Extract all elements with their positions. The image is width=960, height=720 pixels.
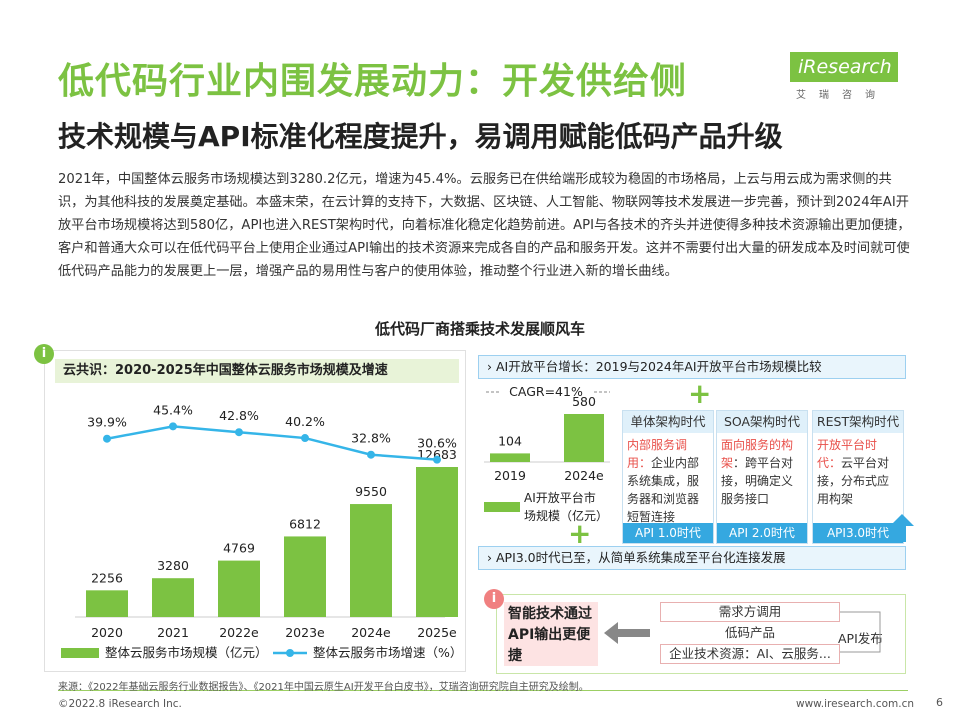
x-tick-label: 2021 xyxy=(157,625,189,640)
legend-line-label: 整体云服务市场增速（%） xyxy=(313,645,462,660)
legend-swatch xyxy=(484,502,520,512)
column-body: 开放平台时代：云平台对接，分布式应用构架 xyxy=(813,433,903,511)
legend-bar-label: 整体云服务市场规模（亿元） xyxy=(105,645,268,660)
logo-text: iResearch xyxy=(790,52,898,82)
column-head: REST架构时代 xyxy=(813,411,903,433)
cloud-market-panel: 云共识：2020-2025年中国整体云服务市场规模及增速 2256 2020 328… xyxy=(44,350,466,672)
legend-label: 场规模（亿元） xyxy=(524,508,608,523)
architecture-column: SOA架构时代 面向服务的构架：跨平台对接，明确定义服务接口 API 2.0时代 xyxy=(716,410,808,544)
bar-value-label: 104 xyxy=(498,433,522,448)
bar xyxy=(152,578,194,617)
column-foot: API 2.0时代 xyxy=(717,523,807,543)
section-title: 低代码厂商搭乘技术发展顺风车 xyxy=(374,320,585,338)
flow-resource: 企业技术资源：AI、云服务... xyxy=(660,644,840,664)
growth-label: 32.8% xyxy=(351,431,391,446)
info-icon: i xyxy=(484,589,504,609)
bar xyxy=(416,467,458,617)
column-highlight: 开放平台时代： xyxy=(817,438,878,470)
website: www.iresearch.com.cn xyxy=(796,698,915,710)
flow-demand: 需求方调用 xyxy=(660,602,840,622)
bar-value-label: 580 xyxy=(572,394,596,409)
growth-point xyxy=(103,434,111,443)
growth-point xyxy=(169,422,177,431)
bar xyxy=(284,536,326,617)
growth-label: 45.4% xyxy=(153,402,193,417)
page-title: 低代码行业内围发展动力：开发供给侧 xyxy=(58,61,688,102)
logo-sub: 艾瑞咨询 xyxy=(796,90,888,101)
flow-product: 低码产品 xyxy=(724,625,775,640)
x-tick-label: 2022e xyxy=(219,625,259,640)
cloud-market-chart: 2256 2020 3280 2021 4769 2022e 6812 2023e 9550 20… xyxy=(61,402,462,660)
x-tick-label: 2024e xyxy=(564,468,604,483)
api3-text: API3.0时代已至，从简单系统集成至平台化连接发展 xyxy=(495,550,786,565)
page-number: 6 xyxy=(936,696,943,709)
api3-bar: › API3.0时代已至，从简单系统集成至平台化连接发展 xyxy=(478,546,906,570)
cagr-label: CAGR=41% xyxy=(509,384,583,399)
bar-value-label: 4769 xyxy=(223,541,255,556)
bar-value-label: 6812 xyxy=(289,516,321,531)
x-tick-label: 2019 xyxy=(494,468,526,483)
x-tick-label: 2024e xyxy=(351,625,391,640)
growth-point xyxy=(301,434,309,443)
column-body: 内部服务调用：企业内部系统集成，服务器和浏览器短暂连接 xyxy=(623,433,713,529)
column-head: SOA架构时代 xyxy=(717,411,807,433)
bar-value-label: 2256 xyxy=(91,570,123,585)
bar xyxy=(86,590,128,617)
bar-value-label: 3280 xyxy=(157,558,189,573)
architecture-column: REST架构时代 开放平台时代：云平台对接，分布式应用构架 API3.0时代 xyxy=(812,410,904,544)
chevron-right-icon: › xyxy=(487,359,492,374)
growth-point xyxy=(433,455,441,464)
column-text: 企业内部系统集成，服务器和浏览器短暂连接 xyxy=(627,456,700,524)
growth-label: 40.2% xyxy=(285,414,325,429)
growth-label: 42.8% xyxy=(219,408,259,423)
page-subtitle: 技术规模与API标准化程度提升，易调用赋能低码产品升级 xyxy=(58,120,783,153)
info-icon: i xyxy=(34,344,54,364)
flow-bracket xyxy=(840,611,881,653)
logo: iResearch 艾瑞咨询 xyxy=(790,52,910,106)
x-tick-label: 2020 xyxy=(91,625,123,640)
ai-growth-text: AI开放平台增长：2019与2024年AI开放平台市场规模比较 xyxy=(495,359,822,374)
arrow-up-icon xyxy=(890,514,914,542)
panel-header: 云共识：2020-2025年中国整体云服务市场规模及增速 xyxy=(55,359,459,383)
growth-label: 30.6% xyxy=(417,436,457,451)
column-head: 单体架构时代 xyxy=(623,411,713,433)
copyright: ©2022.8 iResearch Inc. xyxy=(58,698,182,710)
column-text: ：跨平台对接，明确定义服务接口 xyxy=(721,456,794,506)
column-highlight: 内部服务调用： xyxy=(627,438,688,470)
ai-platform-chart: 104 2019 580 2024e CAGR=41% AI开放平台市场规模（亿元） xyxy=(484,384,610,523)
flow-api-label: API发布 xyxy=(838,631,883,646)
column-text: 云平台对接，分布式应用构架 xyxy=(817,456,890,506)
ai-growth-bar: › AI开放平台增长：2019与2024年AI开放平台市场规模比较 xyxy=(478,355,906,379)
growth-label: 39.9% xyxy=(87,415,127,430)
column-foot: API3.0时代 xyxy=(813,523,903,543)
growth-point xyxy=(367,450,375,459)
legend-line-marker xyxy=(286,649,294,657)
x-tick-label: 2025e xyxy=(417,625,457,640)
column-foot: API 1.0时代 xyxy=(623,523,713,543)
legend-bar-swatch xyxy=(61,648,99,658)
column-highlight: 面向服务的构架 xyxy=(721,438,794,470)
bar xyxy=(350,504,392,617)
api-output-label: 智能技术通过API输出更便捷 xyxy=(504,602,598,666)
x-tick-label: 2023e xyxy=(285,625,325,640)
plus-icon: + xyxy=(688,377,712,410)
bar-value-label: 9550 xyxy=(355,484,387,499)
bar xyxy=(564,414,604,462)
bar xyxy=(218,560,260,617)
column-body: 面向服务的构架：跨平台对接，明确定义服务接口 xyxy=(717,433,807,511)
footer-divider xyxy=(58,690,908,691)
source-note: 来源：《2022年基础云服务行业数据报告》、《2021年中国云原生AI开发平台白… xyxy=(58,682,589,693)
intro-paragraph: 2021年，中国整体云服务市场规模达到3280.2亿元，增速为45.4%。云服务… xyxy=(58,172,911,279)
growth-point xyxy=(235,428,243,437)
chevron-right-icon: › xyxy=(487,550,492,565)
plus-icon: + xyxy=(568,517,592,550)
arrow-left-icon xyxy=(604,622,650,644)
bar xyxy=(490,453,530,462)
legend-label: AI开放平台市 xyxy=(524,490,596,505)
architecture-column: 单体架构时代 内部服务调用：企业内部系统集成，服务器和浏览器短暂连接 API 1… xyxy=(622,410,714,544)
growth-line xyxy=(106,425,438,461)
